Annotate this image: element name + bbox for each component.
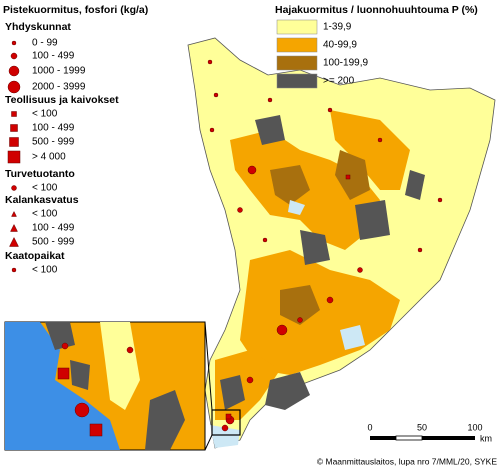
legend-item-label: < 100 [32,209,58,220]
scale-unit: km [480,433,492,443]
legend-item-label: < 100 [32,109,58,120]
point-load-title: Pistekuormitus, fosfori (kg/a) [3,4,148,16]
legend-symbol [11,111,17,117]
inset-map [4,321,206,451]
legend-group-title: Yhdyskunnat [5,21,71,33]
legend-symbol [7,150,21,164]
scale-bar-segment [422,436,475,440]
legend-group-title: Kaatopaikat [5,250,65,262]
legend-item-label: 1000 - 1999 [32,66,86,77]
scale-tick-label: 0 [367,422,372,432]
legend-item-label: 100 - 499 [32,51,75,62]
legend-item-label: 100 - 499 [32,223,75,234]
legend-symbol [10,52,18,60]
legend-swatch [276,55,318,71]
scale-tick-label: 100 [467,422,482,432]
legend-item-label: 500 - 999 [32,237,75,248]
legend-item-label: 40-99,9 [323,40,357,51]
legend-symbol [7,80,21,94]
legend-symbol [9,236,19,247]
legend-item-label: 1-39,9 [323,22,352,33]
legend-symbol [11,40,17,46]
legend-symbol [10,124,18,132]
region-map [187,37,496,451]
legend-swatch [276,73,318,89]
legend-item-label: < 100 [32,265,58,276]
legend-symbol [11,185,17,191]
legend-item-label: 2000 - 3999 [32,82,86,93]
credit: © Maanmittauslaitos, lupa nro 7/MML/20, … [317,456,497,466]
scale-bar-segment [370,436,396,440]
scale-tick-label: 50 [417,422,427,432]
diffuse-load-title: Hajakuormitus / luonnohuuhtouma P (%) [275,4,478,16]
legend-symbol [11,210,17,217]
legend-item-label: 100 - 499 [32,123,75,134]
legend-symbol [8,65,20,77]
legend-swatch [276,19,318,35]
legend-item-label: > 4 000 [32,152,66,163]
legend-group-title: Teollisuus ja kaivokset [5,94,119,106]
legend-swatch [276,37,318,53]
legend-item-label: 500 - 999 [32,137,75,148]
scale-bar-segment [395,435,423,441]
legend-symbol [11,267,17,273]
legend-item-label: 0 - 99 [32,38,58,49]
legend-symbol [9,137,19,147]
legend-item-label: < 100 [32,183,58,194]
legend-item-label: >= 200 [323,76,355,87]
legend-symbol [10,223,18,232]
legend-group-title: Kalankasvatus [5,194,79,206]
legend-item-label: 100-199,9 [323,58,368,69]
legend-group-title: Turvetuotanto [5,168,75,180]
